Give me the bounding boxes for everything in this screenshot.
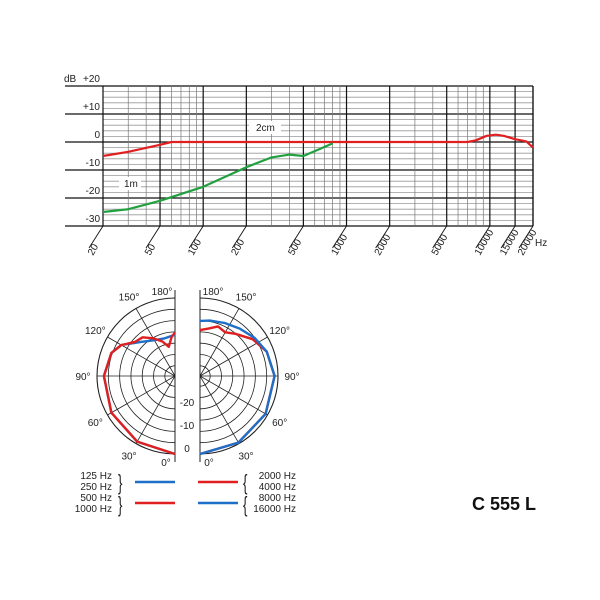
- legend-label: 4000 Hz: [259, 482, 296, 493]
- x-tick-label: 100: [186, 237, 204, 257]
- polar-angle-label: 90°: [75, 372, 90, 383]
- polar-spoke: [199, 308, 240, 377]
- legend-label: 16000 Hz: [253, 504, 296, 515]
- legend-label: 125 Hz: [80, 471, 112, 482]
- y-tick-label: -30: [86, 214, 101, 225]
- polar-series-2000-Hz-4000-Hz: [199, 325, 276, 456]
- polar-angle-label: 150°: [119, 292, 140, 303]
- y-tick-label: +20: [83, 74, 100, 85]
- x-tick-slash: [288, 225, 304, 249]
- x-tick-label: 1000: [330, 232, 351, 257]
- legend-label: 1000 Hz: [75, 504, 112, 515]
- x-tick-label: 10000: [473, 228, 497, 258]
- polar-angle-label: 0°: [204, 458, 214, 469]
- legend-brace: }: [118, 471, 122, 495]
- x-tick-slash: [88, 225, 104, 249]
- polar-angle-label: 120°: [269, 326, 290, 337]
- x-tick-label: 50: [143, 242, 158, 258]
- legend-brace: {: [243, 493, 247, 517]
- legend-label: 250 Hz: [80, 482, 112, 493]
- x-tick-label: 2000: [373, 232, 394, 257]
- polar-radial-label: -20: [180, 398, 195, 409]
- y-tick-label: -20: [86, 186, 101, 197]
- legend-brace: {: [243, 471, 247, 495]
- polar-half-right: [199, 290, 279, 462]
- model-name: C 555 L: [472, 494, 537, 514]
- polar-spoke: [107, 336, 176, 377]
- x-tick-slash: [332, 225, 347, 249]
- x-tick-slash: [375, 225, 391, 249]
- y-tick-label: -10: [86, 158, 101, 169]
- x-tick-slash: [188, 225, 204, 249]
- y-tick-label: 0: [94, 130, 100, 141]
- series-label-2cm: 2cm: [256, 123, 275, 134]
- x-axis-label: Hz: [535, 238, 547, 249]
- legend-brace: }: [118, 493, 122, 517]
- x-tick-slash: [475, 225, 491, 249]
- x-tick-slash: [145, 225, 161, 249]
- polar-spoke: [199, 375, 268, 416]
- x-tick-label: 5000: [430, 232, 451, 257]
- polar-half-left: [96, 290, 176, 462]
- label-bg: [119, 177, 141, 190]
- x-tick-label: 20: [86, 242, 101, 258]
- y-axis-label: dB: [64, 74, 77, 85]
- x-tick-label: 200: [229, 237, 247, 257]
- radial-label-bg: [178, 395, 197, 455]
- x-tick-slash: [432, 225, 448, 249]
- y-tick-label: +10: [83, 102, 100, 113]
- label-bg: [249, 121, 281, 134]
- polar-spoke: [135, 308, 176, 377]
- x-tick-label: 500: [286, 237, 304, 257]
- x-tick-slash: [231, 225, 247, 249]
- polar-radial-label: -10: [180, 421, 195, 432]
- polar-angle-label: 180°: [152, 287, 173, 298]
- legend-label: 500 Hz: [80, 493, 112, 504]
- polar-angle-label: 90°: [284, 372, 299, 383]
- legend-label: 8000 Hz: [259, 493, 296, 504]
- polar-angle-label: 30°: [121, 452, 136, 463]
- polar-series-500-Hz-1000-Hz: [102, 331, 176, 456]
- x-tick-slash: [500, 225, 516, 249]
- polar-angle-label: 60°: [272, 418, 287, 429]
- series-line-1m: [102, 142, 334, 214]
- polar-series-8000-Hz-16000-Hz: [199, 319, 276, 456]
- polar-angle-label: 120°: [85, 326, 106, 337]
- x-tick-slash: [518, 225, 534, 249]
- polar-spoke: [107, 375, 176, 416]
- polar-angle-label: 30°: [238, 452, 253, 463]
- series-line-2cm: [102, 133, 534, 158]
- polar-spoke: [135, 375, 176, 444]
- series-label-1m: 1m: [124, 179, 138, 190]
- polar-angle-label: 180°: [203, 287, 224, 298]
- polar-angle-label: 0°: [161, 458, 171, 469]
- polar-angle-label: 60°: [88, 418, 103, 429]
- legend-label: 2000 Hz: [259, 471, 296, 482]
- polar-angle-label: 150°: [236, 292, 257, 303]
- polar-radial-label: 0: [184, 444, 190, 455]
- polar-spoke: [199, 375, 240, 444]
